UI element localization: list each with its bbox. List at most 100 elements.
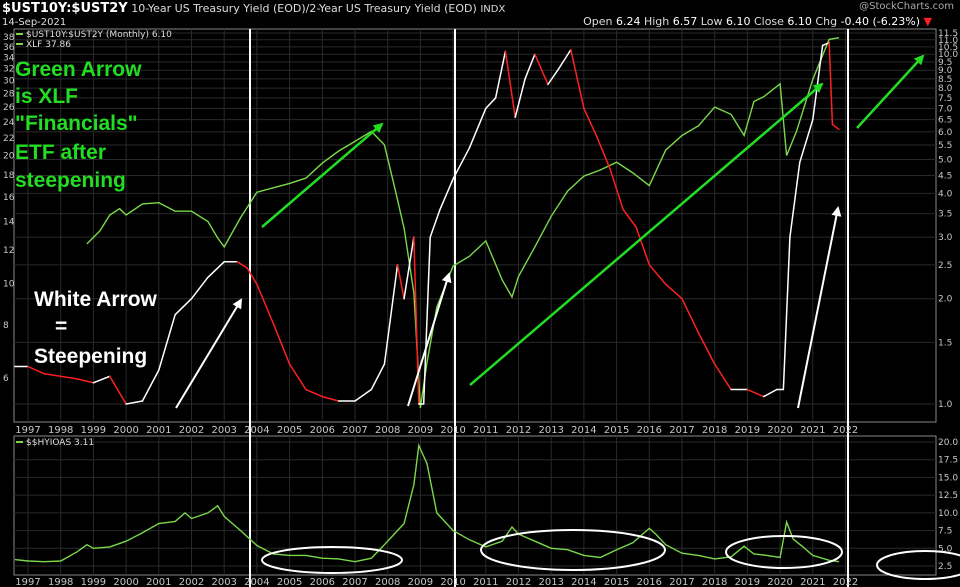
y-left-tick-label: 22	[3, 134, 14, 144]
ratio-segment	[158, 313, 176, 371]
y-right-tick-label: 4.0	[938, 189, 953, 199]
x-tick-label-lower: 1998	[48, 577, 73, 587]
ratio-segment	[59, 375, 78, 380]
x-tick-label-upper: 2014	[571, 425, 596, 436]
ratio-segment	[370, 363, 386, 391]
close-value: 6.10	[787, 15, 812, 28]
green-arrows	[261, 54, 925, 386]
x-tick-label-upper: 2021	[800, 425, 825, 436]
x-tick-label-upper: 2000	[113, 425, 138, 436]
y-right-tick-label: 4.5	[938, 172, 952, 182]
y-right-tick-label: 2.0	[938, 295, 953, 305]
x-tick-label-upper: 2004	[244, 425, 269, 436]
x-tick-label-lower: 2007	[342, 577, 367, 587]
x-tick-label-upper: 2018	[702, 425, 727, 436]
green-annotation: Green Arrow is XLF "Financials" ETF afte…	[15, 58, 142, 192]
y-left-tick-label: 8	[3, 321, 9, 331]
ratio-segment	[76, 378, 95, 384]
white-annotation: White Arrow = Steepening	[34, 288, 158, 368]
y-right-tick-label: 5.5	[938, 141, 952, 151]
y-right-tick-label: 8.5	[938, 75, 952, 85]
highlight-ellipses	[261, 529, 960, 580]
ratio-segment	[383, 264, 399, 365]
x-tick-label-upper: 2010	[440, 425, 465, 436]
y-right-tick-label: 11.0	[938, 36, 958, 46]
ratio-segment	[514, 78, 526, 119]
ratio-segment	[556, 48, 572, 71]
ratio-segment	[288, 363, 307, 391]
ratio-segment	[207, 261, 225, 279]
x-tick-label-lower: 2009	[408, 577, 433, 587]
y-lower-tick-label: 12.5	[938, 491, 958, 501]
ratio-segment	[354, 388, 373, 402]
x-tick-label-lower: 2001	[146, 577, 171, 587]
x-tick-label-upper: 2002	[179, 425, 204, 436]
ratio-segment	[321, 395, 340, 402]
x-tick-label-lower: 2020	[767, 577, 792, 587]
x-tick-label-upper: 2015	[604, 425, 629, 436]
ratio-segment	[485, 97, 497, 110]
ratio-segment	[43, 373, 62, 378]
x-tick-label-lower: 2014	[571, 577, 596, 587]
symbol: $UST10Y:$UST2Y	[2, 1, 128, 16]
ratio-segment	[141, 369, 160, 402]
y-left-tick-label: 20	[3, 152, 15, 162]
green-annotation-line-3: "Financials"	[15, 112, 138, 135]
x-tick-label-lower: 2013	[538, 577, 563, 587]
high-label: High	[643, 15, 670, 28]
ratio-segment	[821, 41, 830, 47]
chart-date: 14-Sep-2021	[2, 17, 67, 28]
ratio-segment	[648, 264, 667, 285]
x-tick-label-lower: 2005	[277, 577, 302, 587]
green-arrow-2020	[856, 54, 925, 129]
white-annotation-line-1: White Arrow	[34, 288, 158, 311]
axis-labels: 1997 1998 1999 2000 2001 2002 2003 2004 2005 2006…	[3, 29, 958, 587]
high-value: 6.57	[672, 15, 698, 28]
ratio-segment	[256, 283, 274, 325]
ratio-segment	[468, 107, 487, 149]
ratio-segment	[746, 388, 765, 398]
x-tick-label-lower: 2016	[637, 577, 662, 587]
x-tick-label-upper: 2007	[342, 425, 367, 436]
brand-watermark: @StockCharts.com	[859, 1, 954, 12]
green-annotation-line-4: ETF after	[15, 141, 106, 164]
ellipse-2021	[876, 550, 960, 580]
x-tick-label-lower: 2008	[375, 577, 400, 587]
y-left-tick-label: 26	[3, 103, 15, 113]
y-right-tick-label: 8.0	[938, 84, 953, 94]
ellipse-2004-2008	[261, 546, 403, 574]
ratio-segment	[174, 297, 193, 316]
y-right-tick-label: 7.0	[938, 104, 953, 114]
y-lower-tick-label: 10.0	[938, 509, 958, 519]
y-left-tick-label: 36	[3, 43, 15, 53]
legend-xlf: XLF 37.86	[26, 40, 71, 50]
white-annotation-line-2: =	[55, 315, 67, 338]
x-tick-label-upper: 2012	[506, 425, 531, 436]
upper-panel-frame	[13, 28, 937, 423]
white-arrow-2001	[175, 298, 243, 409]
y-right-tick-label: 3.0	[938, 233, 953, 243]
ratio-segment	[524, 53, 536, 80]
x-tick-label-lower: 2006	[310, 577, 335, 587]
y-left-tick-label: 14	[3, 217, 15, 227]
x-tick-label-lower: 2018	[702, 577, 727, 587]
hyioas-series	[14, 442, 840, 563]
ratio-segment	[583, 107, 598, 138]
ratio-segment	[27, 365, 46, 375]
ratio-segment	[125, 400, 144, 405]
x-tick-label-upper: 2016	[637, 425, 662, 436]
ratio-segment	[422, 236, 431, 405]
ratio-segment	[109, 375, 127, 405]
ratio-series	[14, 41, 840, 405]
low-label: Low	[700, 15, 723, 28]
ratio-segment	[190, 276, 209, 300]
ratio-segment	[609, 168, 624, 211]
down-arrow-icon: ▼	[923, 15, 932, 28]
y-right-tick-label: 6.5	[938, 116, 952, 126]
x-tick-label-lower: 2003	[211, 577, 236, 587]
x-tick-label-upper: 2020	[767, 425, 792, 436]
y-lower-tick-label: 5.0	[938, 544, 953, 554]
ratio-segment	[828, 41, 834, 126]
green-annotation-line-1: Green Arrow	[15, 58, 142, 81]
ratio-segment	[681, 297, 700, 334]
